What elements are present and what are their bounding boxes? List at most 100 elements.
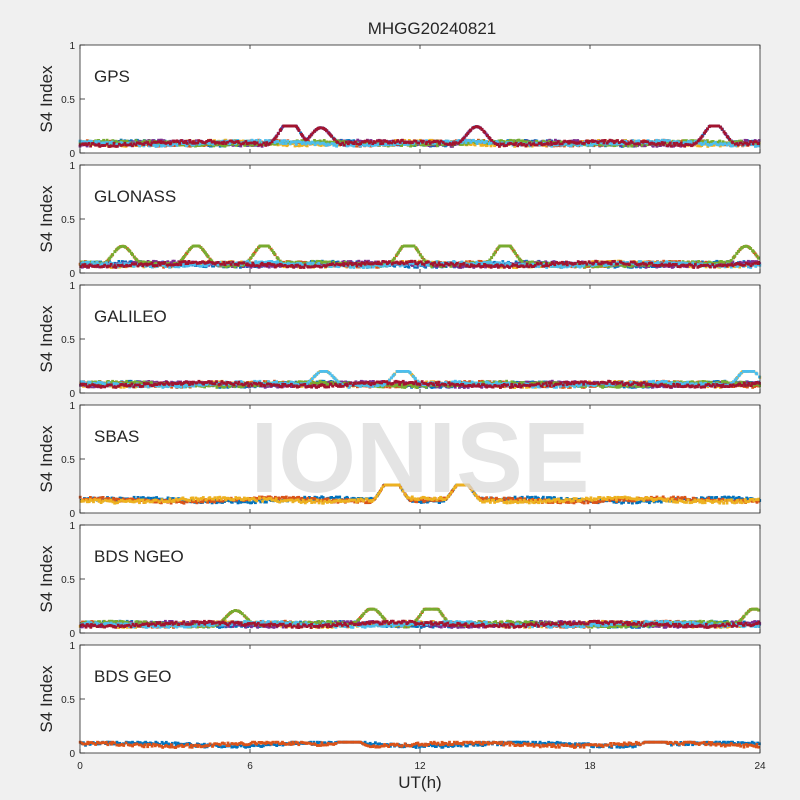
point [175,144,179,147]
point [708,124,712,128]
point [301,134,305,138]
point [279,141,282,145]
point [142,143,146,146]
point [301,142,304,145]
point [328,143,331,147]
point [757,139,761,142]
point [260,143,263,147]
point [249,256,253,259]
point [398,141,402,144]
point [381,142,385,145]
point [102,138,105,142]
point [685,141,688,145]
point [723,142,727,146]
point [117,260,121,263]
point [114,248,118,252]
point [400,245,404,249]
figure-title: MHGG20240821 [368,19,497,38]
point [496,141,500,144]
point [554,138,557,142]
point [172,259,176,263]
point [613,144,616,147]
point [250,141,254,145]
point [697,138,701,142]
point [616,142,619,146]
point [707,143,711,147]
point [273,141,277,145]
point [666,144,669,147]
point [539,141,543,145]
point [747,142,751,146]
point [244,140,248,143]
point [490,256,494,259]
point [156,144,160,147]
point [718,139,722,143]
point [469,128,473,132]
point [123,141,127,145]
point [393,264,397,268]
point [264,139,267,142]
point [392,140,395,143]
point [634,139,638,143]
point [166,143,170,147]
point [143,141,147,145]
point [581,142,584,145]
point [253,140,256,144]
point [205,140,209,143]
point [239,142,243,146]
point [513,143,516,146]
point [207,144,211,147]
point [508,264,512,268]
point [430,138,434,142]
point [515,139,519,142]
point [488,258,492,262]
point [514,260,518,264]
point [339,140,343,144]
point [450,143,454,146]
point [131,144,134,148]
point [181,257,184,261]
point [129,260,133,263]
point [322,139,326,142]
point [574,139,577,143]
point [391,258,395,262]
point [463,138,467,142]
point [401,260,404,263]
point [376,143,380,147]
point [220,144,224,147]
point [722,130,726,134]
point [652,260,656,264]
point [400,142,404,146]
point [479,126,482,130]
point [588,139,592,143]
point [188,248,191,251]
point [369,144,373,148]
point [741,143,745,146]
point [436,139,439,143]
point [373,141,377,144]
point [447,143,450,146]
point [401,140,404,144]
point [267,142,270,146]
point [704,142,708,146]
point [492,253,495,257]
point [359,142,362,145]
y-tick-label: 1 [69,41,75,52]
point [393,143,396,147]
point [550,143,553,146]
point [665,139,669,143]
point [389,143,393,146]
point [318,126,322,130]
point [504,244,508,248]
point [320,140,323,144]
point [346,144,350,148]
point [603,139,607,142]
point [631,143,634,147]
point [201,248,205,251]
point [122,140,126,143]
point [477,142,481,145]
point [342,143,346,147]
point [283,139,286,142]
point [309,133,313,137]
point [654,140,657,144]
